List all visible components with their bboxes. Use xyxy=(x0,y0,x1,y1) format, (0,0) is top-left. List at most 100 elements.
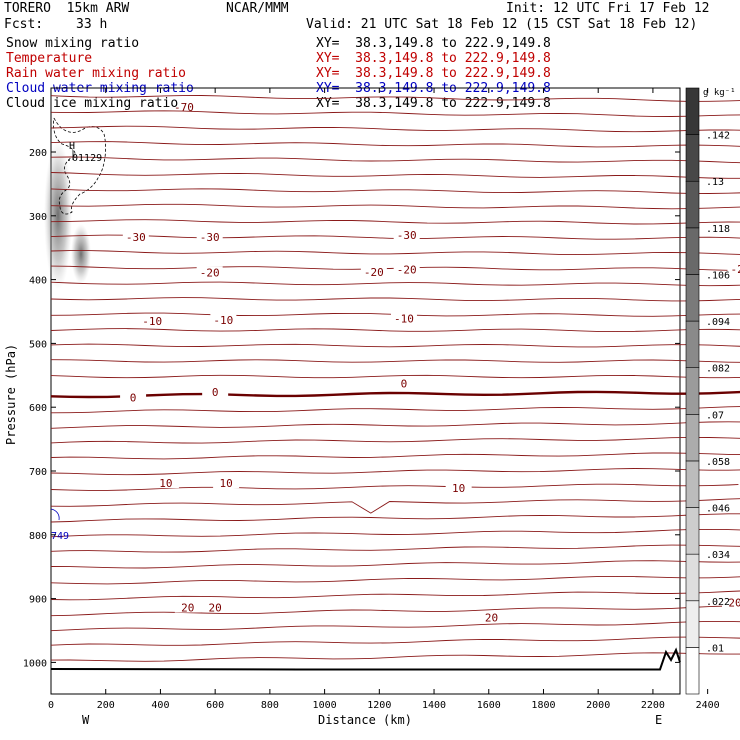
y-tick-label: 400 xyxy=(29,276,47,287)
snow-shading-center xyxy=(71,224,91,284)
isotherm-line xyxy=(50,498,740,514)
isotherm-line xyxy=(50,328,740,333)
colorbar-segment xyxy=(685,274,700,322)
isotherm-line xyxy=(50,636,740,646)
colorbar-segment xyxy=(685,553,700,602)
plot-frame xyxy=(50,87,681,695)
legend-rain-label: Rain water mixing ratio xyxy=(6,66,187,81)
top-isotherm-label: -70 xyxy=(174,101,194,114)
colorbar-level-label: .07 xyxy=(706,410,724,421)
isotherm-line xyxy=(50,141,740,148)
snow-shading-left xyxy=(44,140,72,290)
isotherm-label-bg xyxy=(393,228,420,240)
model-title: TORERO 15km ARW xyxy=(4,1,130,16)
isotherm-line xyxy=(50,436,740,444)
legend-snow-xy: XY= 38.3,149.8 to 222.9,149.8 xyxy=(316,36,551,51)
x-tick-label: 1200 xyxy=(367,700,391,711)
valid-time: Valid: 21 UTC Sat 18 Feb 12 (15 CST Sat … xyxy=(306,17,698,32)
colorbar-level-label: .142 xyxy=(706,131,730,142)
cloud-water-label: 749 xyxy=(51,531,69,542)
x-tick-label: 1400 xyxy=(422,700,446,711)
legend-rain-xy: XY= 38.3,149.8 to 222.9,149.8 xyxy=(316,66,551,81)
isotherm-label: -30 xyxy=(126,231,146,244)
isotherm-group xyxy=(50,95,740,662)
colorbar-segment xyxy=(685,600,700,648)
isotherm-line xyxy=(50,528,740,538)
isotherm-line xyxy=(50,575,740,585)
isotherm-label: 10 xyxy=(159,477,172,490)
colorbar-segment xyxy=(685,647,700,695)
colorbar-level-label: .13 xyxy=(706,177,724,188)
isotherm-label: 10 xyxy=(219,477,232,490)
isotherm-label-bg xyxy=(390,312,417,324)
isotherm-line xyxy=(50,95,740,102)
isotherm-label: -10 xyxy=(394,313,414,326)
isotherm-line xyxy=(50,590,740,601)
y-tick-label: 1000 xyxy=(23,658,47,669)
isotherm-label: -30 xyxy=(200,231,220,244)
x-tick-label: 800 xyxy=(261,700,279,711)
colorbar-segment xyxy=(685,367,700,415)
isotherm-label-bg xyxy=(727,262,740,274)
isotherm-line xyxy=(50,343,740,348)
x-ticks: 0 200 400 600 800 1000 1200 1400 1600 1800 2000 220… xyxy=(48,88,720,711)
colorbar-segment xyxy=(685,507,700,555)
colorbar: .01 .022 .034 .046 .058 .07 .082 .094 .106 .118 .1… xyxy=(685,87,730,695)
isotherm-line xyxy=(50,560,740,569)
y-tick-label: 500 xyxy=(29,339,47,350)
y-tick-label: 300 xyxy=(29,212,47,223)
isotherm-line xyxy=(50,374,740,379)
isotherm-label: -20 xyxy=(397,263,417,276)
init-time: Init: 12 UTC Fri 17 Feb 12 xyxy=(506,1,710,16)
isotherm-label: 20 xyxy=(209,602,222,615)
isotherm-label-bg xyxy=(196,266,223,278)
west-end-label: W xyxy=(82,713,90,727)
isotherm-labels: -30-30-30-30-20-20-20-20-10-10-10-100000… xyxy=(120,228,740,625)
x-tick-label: 1800 xyxy=(531,700,555,711)
isotherm-label-bg xyxy=(722,596,740,608)
isotherm-line xyxy=(50,281,740,287)
isotherm-line xyxy=(50,110,740,117)
colorbar-level-label: .082 xyxy=(706,364,730,375)
y-tick-label: 700 xyxy=(29,467,47,478)
x-tick-label: 2200 xyxy=(641,700,665,711)
isotherm-label: -20 xyxy=(731,263,740,276)
colorbar-units: g kg⁻¹ xyxy=(703,88,736,98)
fcst-value: 33 h xyxy=(76,17,108,32)
colorbar-level-label: .046 xyxy=(706,504,730,515)
isotherm-line xyxy=(50,652,740,662)
isotherm-label: -20 xyxy=(364,266,384,279)
isotherm-label: -20 xyxy=(200,267,220,280)
cloud-ice-max-label: .01129 xyxy=(66,153,102,164)
legend-temperature-label: Temperature xyxy=(6,51,93,66)
cloud-water-contour xyxy=(50,508,60,521)
x-tick-label: 1000 xyxy=(313,700,337,711)
isotherm-label: -10 xyxy=(213,314,233,327)
center-title: NCAR/MMM xyxy=(226,1,289,16)
isotherm-label-bg xyxy=(174,601,201,613)
x-tick-label: 200 xyxy=(97,700,115,711)
isotherm-line xyxy=(50,156,740,164)
colorbar-segment xyxy=(685,320,700,368)
x-tick-label: 1600 xyxy=(477,700,501,711)
colorbar-segment xyxy=(685,87,700,135)
isotherm-label-bg xyxy=(120,391,147,403)
isotherm-label-bg xyxy=(202,601,229,613)
cloud-ice-contour xyxy=(53,117,106,215)
isotherm-line xyxy=(50,234,740,240)
colorbar-segment xyxy=(685,180,700,229)
y-tick-label: 600 xyxy=(29,403,47,414)
isotherm-label-bg xyxy=(445,482,472,494)
colorbar-level-label: .058 xyxy=(706,457,730,468)
colorbar-level-label: .106 xyxy=(706,270,730,281)
isotherm-line xyxy=(50,513,740,523)
x-tick-label: 600 xyxy=(206,700,224,711)
legend-temperature-xy: XY= 38.3,149.8 to 222.9,149.8 xyxy=(316,51,551,66)
isotherm-line xyxy=(50,188,740,194)
isotherm-line xyxy=(50,605,740,617)
isotherm-label-bg xyxy=(360,265,387,277)
terrain-line xyxy=(50,647,681,671)
isotherm-zero xyxy=(50,390,740,399)
